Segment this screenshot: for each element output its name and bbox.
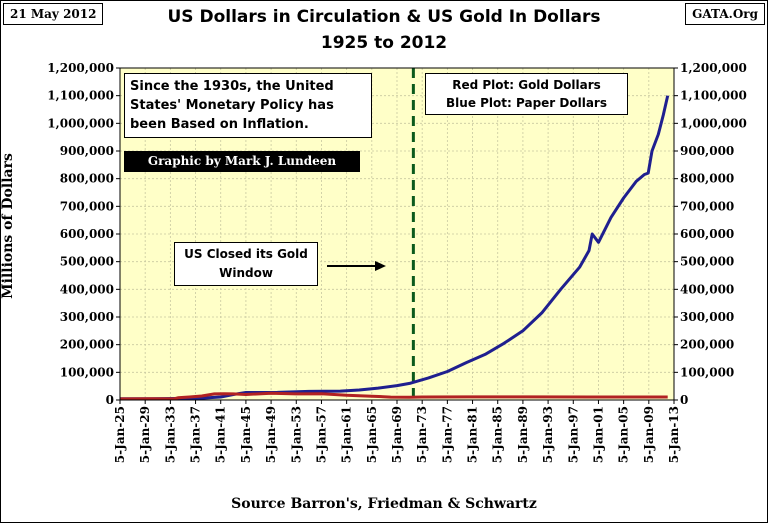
x-tick-label: 5-Jan-49 <box>264 406 278 463</box>
x-tick-label: 5-Jan-09 <box>642 406 656 463</box>
x-tick-label: 5-Jan-61 <box>340 406 354 463</box>
x-tick-label: 5-Jan-73 <box>415 406 429 463</box>
y-tick-label-right: 300,000 <box>680 310 734 324</box>
x-tick-label: 5-Jan-65 <box>365 406 379 463</box>
y-tick-label-left: 700,000 <box>60 199 114 213</box>
x-tick-label: 5-Jan-57 <box>314 406 328 463</box>
y-tick-label-left: 400,000 <box>60 282 114 296</box>
x-axis: 5-Jan-25 5-Jan-29 5-Jan-33 5-Jan-37 5-Jan-41… <box>113 400 681 463</box>
y-tick-label-right: 400,000 <box>680 282 734 296</box>
arrow-head <box>375 261 386 271</box>
chart-title-line1: US Dollars in Circulation & US Gold In D… <box>167 7 601 27</box>
y-tick-label-right: 1,100,000 <box>680 89 747 103</box>
x-tick-label: 5-Jan-85 <box>491 406 505 463</box>
x-tick-label: 5-Jan-81 <box>466 406 480 463</box>
x-tick-label: 5-Jan-29 <box>138 406 152 463</box>
x-tick-label: 5-Jan-45 <box>239 406 253 463</box>
y-tick-label-left: 200,000 <box>60 338 114 352</box>
annotation-arrow <box>327 261 386 271</box>
legend-box: Red Plot: Gold Dollars Blue Plot: Paper … <box>425 73 628 115</box>
x-tick-label: 5-Jan-69 <box>390 406 404 463</box>
x-tick-label: 5-Jan-41 <box>214 406 228 463</box>
y-tick-label-right: 1,200,000 <box>680 61 747 75</box>
legend-blue-entry: Blue Plot: Paper Dollars <box>446 96 607 110</box>
x-tick-label: 5-Jan-25 <box>113 406 127 463</box>
site-label: GATA.Org <box>685 3 765 25</box>
series-line-gold-dollars <box>119 391 668 401</box>
plot-border <box>119 67 675 401</box>
legend-red-entry: Red Plot: Gold Dollars <box>452 78 601 92</box>
y-tick-label-left: 1,200,000 <box>47 61 114 75</box>
y-tick-label-right: 1,000,000 <box>680 116 747 130</box>
x-tick-label: 5-Jan-05 <box>617 406 631 463</box>
y-tick-label-right: 200,000 <box>680 338 734 352</box>
y-tick-label-left: 600,000 <box>60 227 114 241</box>
x-tick-label: 5-Jan-97 <box>566 406 580 463</box>
y-tick-label-right: 100,000 <box>680 365 734 379</box>
y-tick-label-left: 0 <box>106 393 114 407</box>
x-tick-label: 5-Jan-53 <box>289 406 303 463</box>
y-tick-label-right: 900,000 <box>680 144 734 158</box>
y-tick-label-right: 500,000 <box>680 255 734 269</box>
x-tick-label: 5-Jan-33 <box>163 406 177 463</box>
date-label: 21 May 2012 <box>3 3 104 25</box>
y-tick-label-right: 0 <box>680 393 688 407</box>
x-tick-label: 5-Jan-93 <box>541 406 555 463</box>
y-tick-label-right: 700,000 <box>680 199 734 213</box>
y-axis-right: 0 100,000 200,000 300,000 400,000 500,000 600,… <box>674 61 747 407</box>
monetary-policy-note: Since the 1930s, the United States' Mone… <box>124 73 372 138</box>
y-tick-label-left: 300,000 <box>60 310 114 324</box>
gold-window-note: US Closed its Gold Window <box>174 242 318 286</box>
source-caption: Source Barron's, Friedman & Schwartz <box>231 496 537 512</box>
x-tick-label: 5-Jan-01 <box>591 406 605 463</box>
credit-banner: Graphic by Mark J. Lundeen <box>124 151 360 172</box>
y-tick-label-right: 600,000 <box>680 227 734 241</box>
x-tick-label: 5-Jan-77 <box>440 406 454 463</box>
y-axis-left: 0 100,000 200,000 300,000 400,000 500,000 600,… <box>47 61 120 407</box>
y-tick-label-left: 1,000,000 <box>47 116 114 130</box>
y-tick-label-right: 800,000 <box>680 172 734 186</box>
series-group <box>119 95 670 401</box>
x-tick-label: 5-Jan-89 <box>516 406 530 463</box>
x-tick-label: 5-Jan-13 <box>667 406 681 463</box>
y-tick-label-left: 900,000 <box>60 144 114 158</box>
chart-title-line2: 1925 to 2012 <box>320 33 448 53</box>
y-tick-label-left: 500,000 <box>60 255 114 269</box>
x-tick-label: 5-Jan-37 <box>189 406 203 463</box>
y-tick-label-left: 100,000 <box>60 365 114 379</box>
y-tick-label-left: 800,000 <box>60 172 114 186</box>
y-tick-label-left: 1,100,000 <box>47 89 114 103</box>
